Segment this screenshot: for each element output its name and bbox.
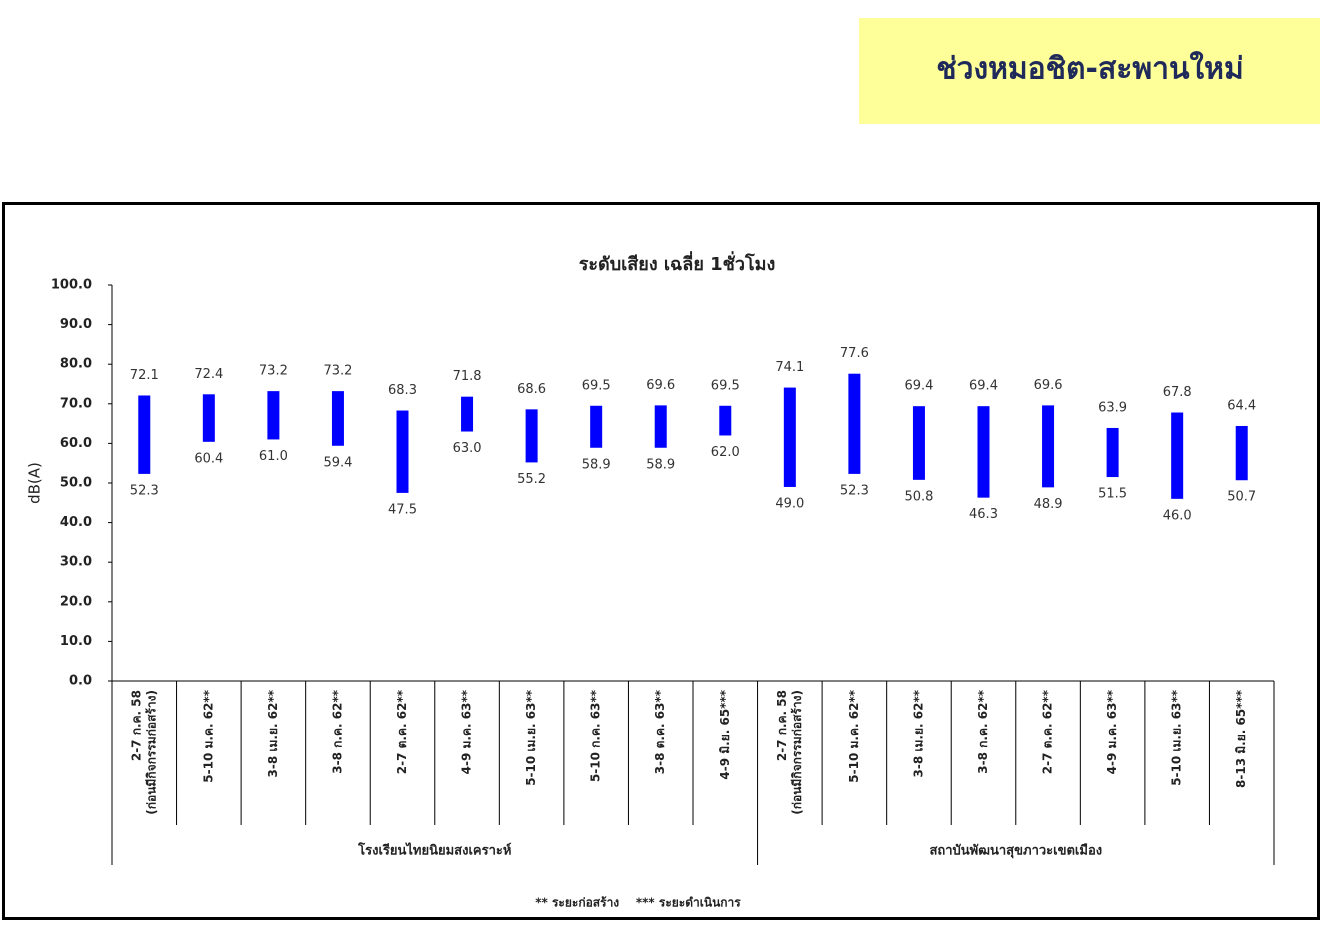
- x-tick-label: 5-10 ม.ค. 62**: [201, 689, 215, 782]
- x-tick-label: 5-10 เม.ย. 63**: [1170, 689, 1184, 786]
- high-label: 69.5: [711, 378, 740, 393]
- range-bar: [138, 395, 151, 474]
- x-tick-label: 2-7 ก.ค. 58: [775, 690, 789, 761]
- high-label: 64.4: [1227, 398, 1256, 413]
- footnote: ** ระยะก่อสร้าง *** ระยะดำเนินการ: [535, 896, 741, 910]
- y-tick-label: 10.0: [60, 634, 92, 649]
- high-label: 69.5: [582, 378, 611, 393]
- range-bar: [1106, 427, 1119, 478]
- y-tick-label: 20.0: [60, 594, 92, 609]
- range-bar: [848, 373, 861, 474]
- high-label: 77.6: [840, 346, 869, 361]
- low-label: 58.9: [582, 457, 611, 472]
- x-tick-label: 3-8 ก.ค. 62**: [976, 689, 990, 773]
- low-label: 50.7: [1227, 490, 1256, 505]
- y-tick-label: 40.0: [60, 515, 92, 530]
- range-bar: [525, 409, 538, 463]
- x-tick-label: 5-10 ม.ค. 62**: [847, 689, 861, 782]
- x-tick-label: (ก่อนมีกิจกรรมก่อสร้าง): [144, 690, 158, 815]
- range-bar: [912, 406, 925, 480]
- low-label: 61.0: [259, 449, 288, 464]
- high-label: 73.2: [259, 364, 288, 379]
- low-label: 62.0: [711, 445, 740, 460]
- low-label: 51.5: [1098, 487, 1127, 502]
- chart-title: ระดับเสียง เฉลี่ย 1ชั่วโมง: [579, 251, 776, 275]
- low-label: 58.9: [646, 457, 675, 472]
- chart-frame: [2, 202, 1320, 920]
- range-bar: [590, 405, 603, 448]
- x-tick-label: 3-8 เม.ย. 62**: [266, 689, 280, 777]
- y-tick-label: 60.0: [60, 436, 92, 451]
- y-tick-label: 50.0: [60, 476, 92, 491]
- x-tick-label: 2-7 ต.ค. 62**: [395, 689, 409, 774]
- high-label: 68.3: [388, 383, 417, 398]
- high-label: 67.8: [1163, 385, 1192, 400]
- high-label: 72.1: [130, 368, 159, 383]
- group-label: โรงเรียนไทยนิยมสงเคราะห์: [357, 842, 511, 859]
- low-label: 52.3: [130, 483, 159, 498]
- high-label: 63.9: [1098, 400, 1127, 415]
- y-tick-label: 80.0: [60, 357, 92, 372]
- low-label: 49.0: [775, 496, 804, 511]
- low-label: 47.5: [388, 502, 417, 517]
- range-bar: [1171, 412, 1184, 499]
- x-tick-label: (ก่อนมีกิจกรรมก่อสร้าง): [790, 690, 804, 815]
- x-tick-label: 5-10 ก.ค. 63**: [589, 689, 603, 782]
- high-label: 68.6: [517, 382, 546, 397]
- y-tick-label: 30.0: [60, 555, 92, 570]
- y-tick-label: 90.0: [60, 317, 92, 332]
- x-tick-label: 8-13 มิ.ย. 65***: [1234, 689, 1248, 788]
- low-label: 59.4: [323, 455, 352, 470]
- x-tick-label: 5-10 เม.ย. 63**: [524, 689, 538, 786]
- x-tick-label: 4-9 ม.ค. 63**: [460, 689, 474, 774]
- range-bar: [396, 410, 409, 493]
- low-label: 52.3: [840, 483, 869, 498]
- high-label: 69.6: [1034, 378, 1063, 393]
- range-bar: [1235, 425, 1248, 481]
- y-tick-label: 100.0: [51, 278, 92, 293]
- range-bar: [267, 391, 280, 440]
- range-bar: [331, 391, 344, 446]
- x-tick-label: 4-9 มิ.ย. 65***: [718, 689, 732, 779]
- high-label: 69.4: [904, 379, 933, 394]
- range-bar: [461, 396, 474, 432]
- high-label: 73.2: [323, 364, 352, 379]
- high-label: 72.4: [194, 367, 223, 382]
- title-box: [859, 18, 1320, 124]
- high-label: 71.8: [453, 369, 482, 384]
- range-bar: [783, 387, 796, 487]
- range-bar: [1042, 405, 1055, 488]
- range-bar: [719, 405, 732, 436]
- low-label: 55.2: [517, 472, 546, 487]
- low-label: 60.4: [194, 451, 223, 466]
- x-tick-label: 4-9 ม.ค. 63**: [1105, 689, 1119, 774]
- y-tick-label: 70.0: [60, 396, 92, 411]
- range-bar: [977, 406, 990, 498]
- x-tick-label: 3-8 ก.ค. 62**: [330, 689, 344, 773]
- y-axis-label: dB(A): [26, 462, 44, 504]
- low-label: 46.0: [1163, 508, 1192, 523]
- y-tick-label: 0.0: [69, 674, 92, 689]
- x-tick-label: 3-8 เม.ย. 62**: [911, 689, 925, 777]
- x-tick-label: 3-8 ต.ค. 63**: [653, 689, 667, 774]
- high-label: 69.6: [646, 378, 675, 393]
- high-label: 69.4: [969, 379, 998, 394]
- x-tick-label: 2-7 ก.ค. 58: [129, 690, 143, 761]
- range-bar: [202, 394, 215, 442]
- low-label: 48.9: [1034, 497, 1063, 512]
- low-label: 50.8: [904, 489, 933, 504]
- low-label: 63.0: [453, 441, 482, 456]
- page-title: ช่วงหมอชิต-สะพานใหม่: [936, 51, 1243, 87]
- x-tick-label: 2-7 ต.ค. 62**: [1041, 689, 1055, 774]
- high-label: 74.1: [775, 360, 804, 375]
- range-bar: [654, 405, 667, 448]
- low-label: 46.3: [969, 507, 998, 522]
- group-label: สถาบันพัฒนาสุขภาวะเขตเมือง: [929, 843, 1102, 859]
